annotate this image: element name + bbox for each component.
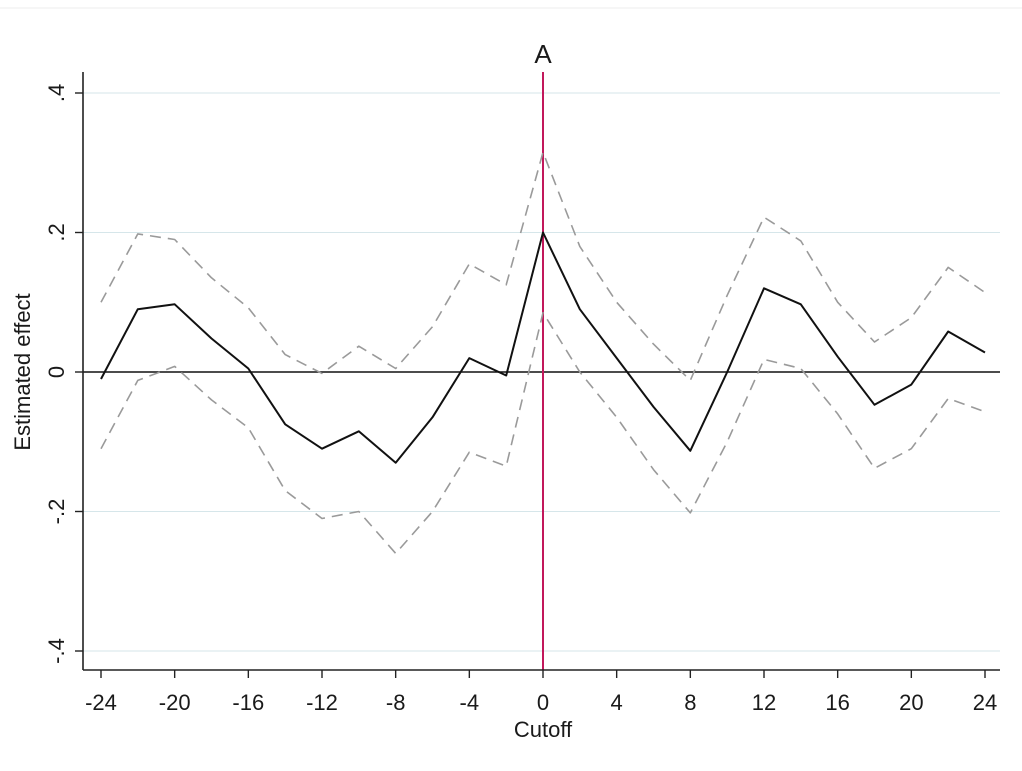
grid-layer bbox=[83, 92, 1000, 652]
y-tick-label-1: -.2 bbox=[44, 499, 69, 525]
estimate-line bbox=[100, 231, 986, 464]
x-tick-label-10: 16 bbox=[825, 690, 849, 715]
reference-lines bbox=[83, 72, 1000, 670]
x-tick-label-3: -12 bbox=[306, 690, 338, 715]
axes-layer bbox=[82, 72, 1000, 671]
x-tick-label-12: 24 bbox=[973, 690, 997, 715]
x-tick-label-0: -24 bbox=[85, 690, 117, 715]
x-tick-label-8: 8 bbox=[684, 690, 696, 715]
chart-title: A bbox=[534, 39, 552, 69]
x-axis-label: Cutoff bbox=[514, 717, 573, 742]
x-tick-label-5: -4 bbox=[460, 690, 480, 715]
y-tick-label-3: .2 bbox=[44, 223, 69, 241]
lower-ci-line bbox=[100, 311, 986, 555]
upper-ci-line bbox=[100, 151, 986, 382]
x-tick-label-9: 12 bbox=[752, 690, 776, 715]
x-tick-label-6: 0 bbox=[537, 690, 549, 715]
x-tick-label-11: 20 bbox=[899, 690, 923, 715]
x-tick-label-4: -8 bbox=[386, 690, 406, 715]
ticks-layer: -24 -20 -16 -12 -8 -4 0 4 8 12 16 20 24 -.4 -.2 0 .2 .4 bbox=[44, 84, 997, 715]
y-tick-label-4: .4 bbox=[44, 84, 69, 102]
y-tick-label-0: -.4 bbox=[44, 638, 69, 664]
y-tick-label-2: 0 bbox=[44, 366, 69, 378]
y-axis-label: Estimated effect bbox=[10, 293, 35, 450]
series-layer bbox=[100, 151, 986, 555]
x-tick-label-7: 4 bbox=[611, 690, 623, 715]
x-tick-label-2: -16 bbox=[232, 690, 264, 715]
x-tick-label-1: -20 bbox=[159, 690, 191, 715]
